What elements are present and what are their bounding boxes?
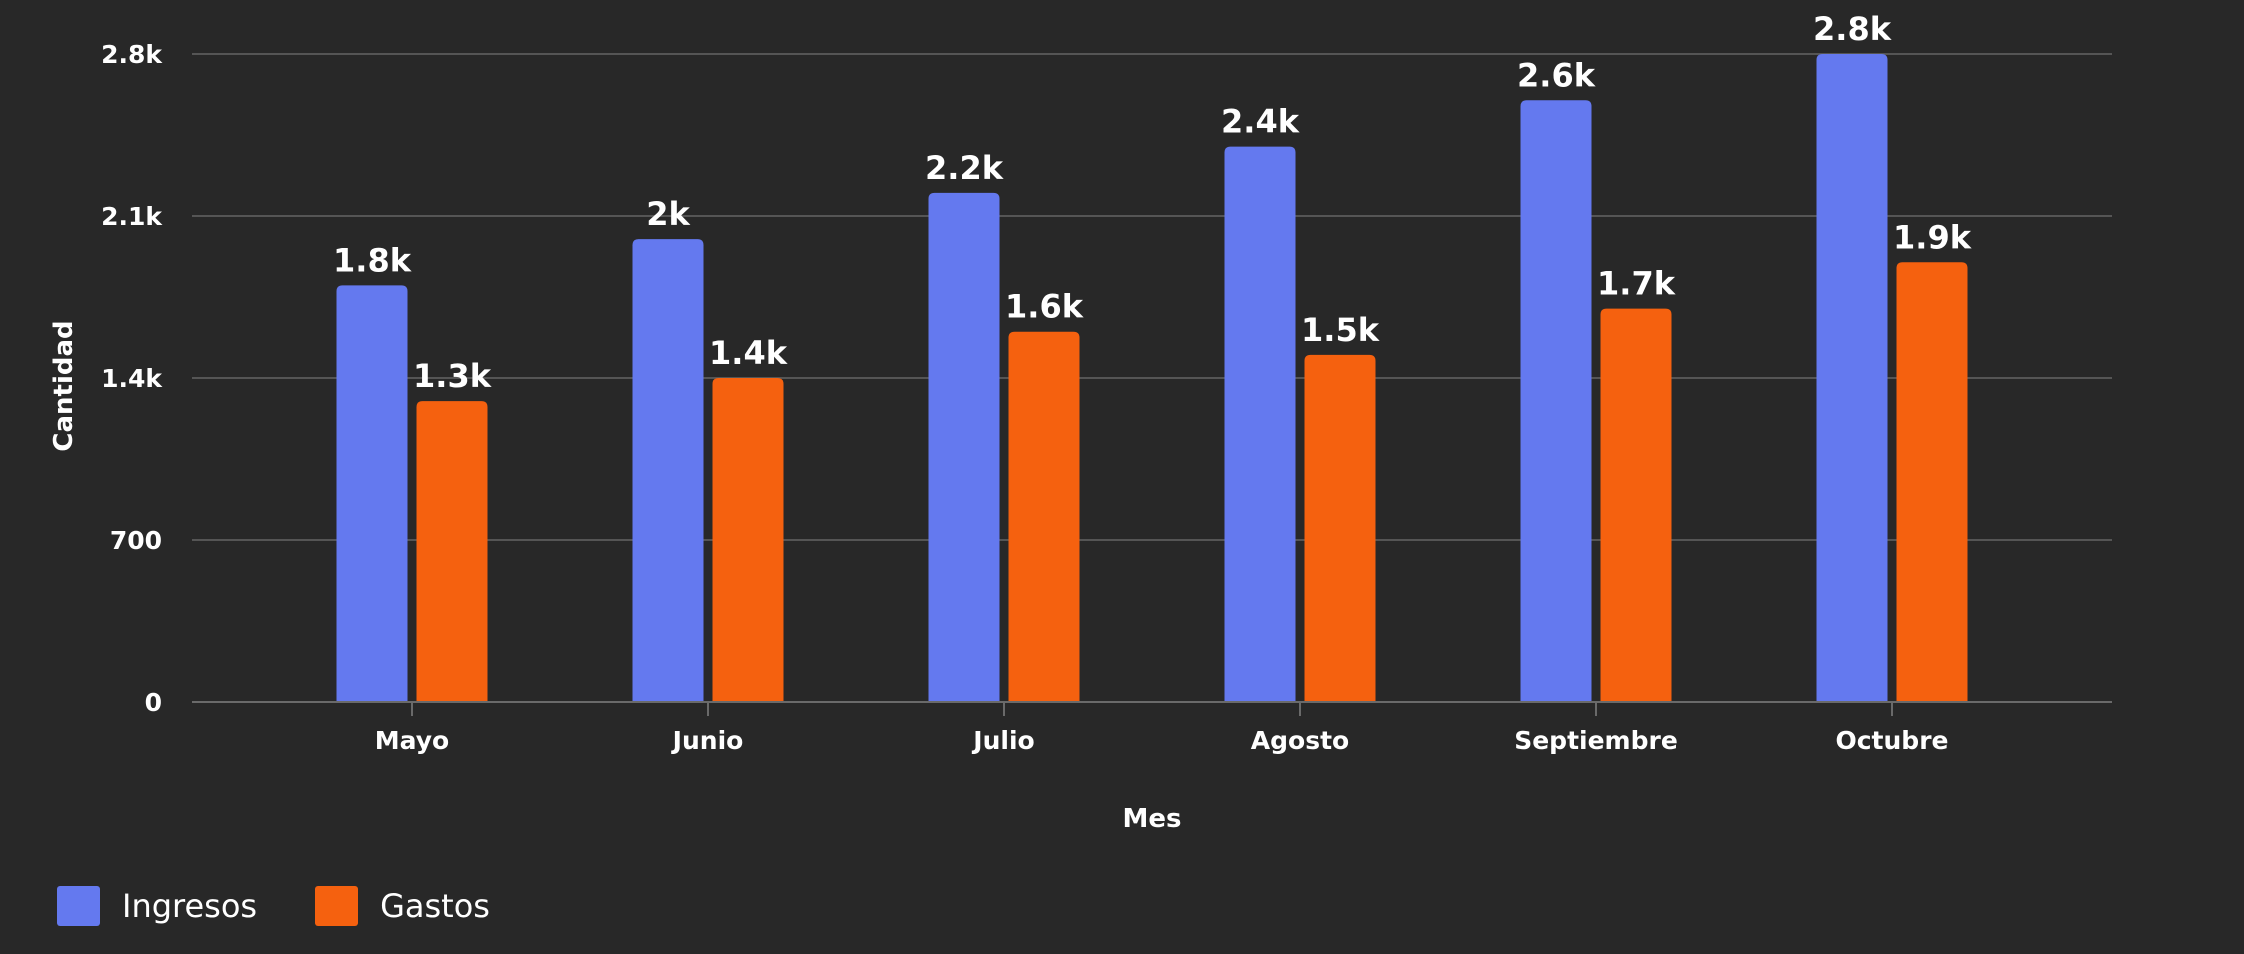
grid-lines <box>192 53 2112 541</box>
data-label-gastos: 1.6k <box>1005 288 1084 326</box>
y-axis-title: Cantidad <box>49 320 79 451</box>
y-tick-label: 1.4k <box>101 364 163 393</box>
data-label-gastos: 1.3k <box>413 357 492 395</box>
data-label-gastos: 1.7k <box>1597 265 1676 303</box>
data-label-gastos: 1.5k <box>1301 311 1380 349</box>
data-labels: 1.8k 1.3k 2k 1.4k 2.2k 1.6k 2.4k 1.5k 2.6k 1.7k 2.… <box>333 10 1972 395</box>
legend-label-gastos: Gastos <box>380 887 490 925</box>
legend-swatch-gastos <box>315 886 359 926</box>
bar-gastos-julio[interactable] <box>1008 331 1080 702</box>
y-tick-label: 2.1k <box>101 202 163 231</box>
data-label-ingresos: 2.6k <box>1517 56 1596 94</box>
bar-ingresos-octubre[interactable] <box>1816 54 1888 702</box>
x-tick-label: Julio <box>971 726 1034 755</box>
legend: Ingresos Gastos <box>57 886 548 926</box>
x-tick-label: Junio <box>671 726 744 755</box>
x-tick-label: Agosto <box>1251 726 1349 755</box>
data-label-ingresos: 2k <box>646 195 690 233</box>
y-axis-ticks: 0 700 1.4k 2.1k 2.8k <box>101 40 163 717</box>
legend-swatch-ingresos <box>57 886 100 926</box>
legend-item-ingresos[interactable]: Ingresos <box>57 886 257 926</box>
bar-gastos-junio[interactable] <box>712 378 784 702</box>
legend-label-ingresos: Ingresos <box>122 887 258 925</box>
bars <box>336 54 1968 703</box>
legend-item-gastos[interactable]: Gastos <box>315 886 490 926</box>
x-axis-ticks: Mayo Junio Julio Agosto Septiembre Octubre <box>375 702 1949 755</box>
data-label-gastos: 1.9k <box>1893 218 1972 256</box>
bar-gastos-mayo[interactable] <box>416 401 488 702</box>
data-label-ingresos: 1.8k <box>333 241 412 279</box>
bar-ingresos-septiembre[interactable] <box>1520 100 1592 703</box>
x-tick-label: Octubre <box>1835 726 1948 755</box>
x-tick-label: Mayo <box>375 726 449 755</box>
data-label-ingresos: 2.8k <box>1813 10 1892 48</box>
bar-ingresos-mayo[interactable] <box>336 285 408 702</box>
x-tick-label: Septiembre <box>1514 726 1678 755</box>
y-tick-label: 2.8k <box>101 40 163 69</box>
bar-gastos-septiembre[interactable] <box>1600 308 1672 702</box>
y-tick-label: 0 <box>145 688 162 717</box>
bar-ingresos-junio[interactable] <box>632 239 704 702</box>
data-label-gastos: 1.4k <box>709 334 788 372</box>
bar-gastos-octubre[interactable] <box>1896 262 1968 702</box>
data-label-ingresos: 2.4k <box>1221 103 1300 141</box>
bar-ingresos-agosto[interactable] <box>1224 146 1296 703</box>
x-axis-title: Mes <box>1123 804 1182 834</box>
data-label-ingresos: 2.2k <box>925 149 1004 187</box>
bar-gastos-agosto[interactable] <box>1304 354 1376 702</box>
bar-ingresos-julio[interactable] <box>928 192 1000 702</box>
y-tick-label: 700 <box>110 526 162 555</box>
